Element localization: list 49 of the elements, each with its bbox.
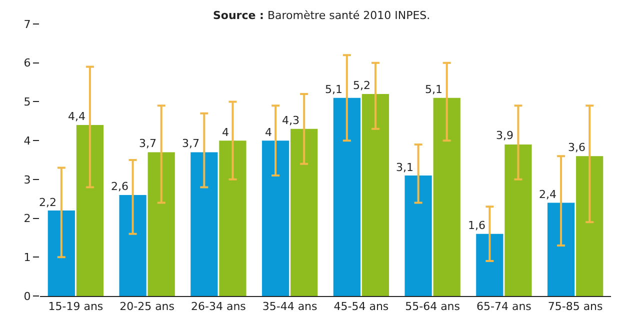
x-tick-label: 55-64 ans xyxy=(405,300,460,314)
bar xyxy=(404,176,432,296)
bar xyxy=(504,144,532,296)
bar xyxy=(219,140,246,296)
bar xyxy=(290,128,318,296)
bar xyxy=(476,234,504,296)
data-label: 5,2 xyxy=(353,79,370,92)
x-tick-label: 26-34 ans xyxy=(190,300,246,314)
y-tick-label: 5 xyxy=(24,96,31,109)
data-label: 4 xyxy=(222,126,229,139)
data-label: 3,7 xyxy=(139,137,156,150)
data-label: 3,6 xyxy=(568,141,586,154)
x-tick-label: 15-19 ans xyxy=(48,300,104,314)
y-tick-label: 3 xyxy=(24,173,31,186)
y-tick-label: 0 xyxy=(24,290,31,303)
x-tick-label: 20-25 ans xyxy=(120,300,175,314)
x-tick-label: 75-85 ans xyxy=(548,300,604,314)
y-tick-label: 2 xyxy=(24,212,31,226)
bar xyxy=(576,156,604,296)
data-label: 4 xyxy=(265,126,272,139)
data-label: 2,6 xyxy=(111,180,128,193)
bar xyxy=(148,152,175,296)
data-label: 4,4 xyxy=(68,110,86,123)
bar xyxy=(76,125,104,296)
data-label: 3,7 xyxy=(182,137,200,150)
y-tick-label: 7 xyxy=(24,18,31,31)
y-tick-label: 6 xyxy=(24,56,31,70)
data-label: 1,6 xyxy=(468,219,486,232)
x-tick-label: 65-74 ans xyxy=(476,300,532,314)
x-tick-label: 45-54 ans xyxy=(334,300,389,314)
bar xyxy=(190,152,218,296)
bar xyxy=(547,202,575,296)
y-tick-label: 1 xyxy=(24,250,31,264)
bar xyxy=(48,210,75,296)
bar xyxy=(362,94,390,296)
x-tick-label: 35-44 ans xyxy=(262,300,318,314)
data-label: 5,1 xyxy=(425,83,442,96)
data-label: 2,4 xyxy=(539,188,556,201)
bar xyxy=(333,98,360,296)
data-label: 5,1 xyxy=(325,83,342,96)
data-label: 3,1 xyxy=(396,161,414,174)
bar xyxy=(119,194,146,296)
data-label: 4,3 xyxy=(282,114,300,127)
text: Source : Baromètre santé 2010 INPES. xyxy=(213,9,430,22)
y-tick-label: 4 xyxy=(24,134,31,148)
bar xyxy=(433,98,460,296)
bar xyxy=(262,140,290,296)
data-label: 3,9 xyxy=(496,129,514,142)
data-label: 2,2 xyxy=(39,196,56,209)
